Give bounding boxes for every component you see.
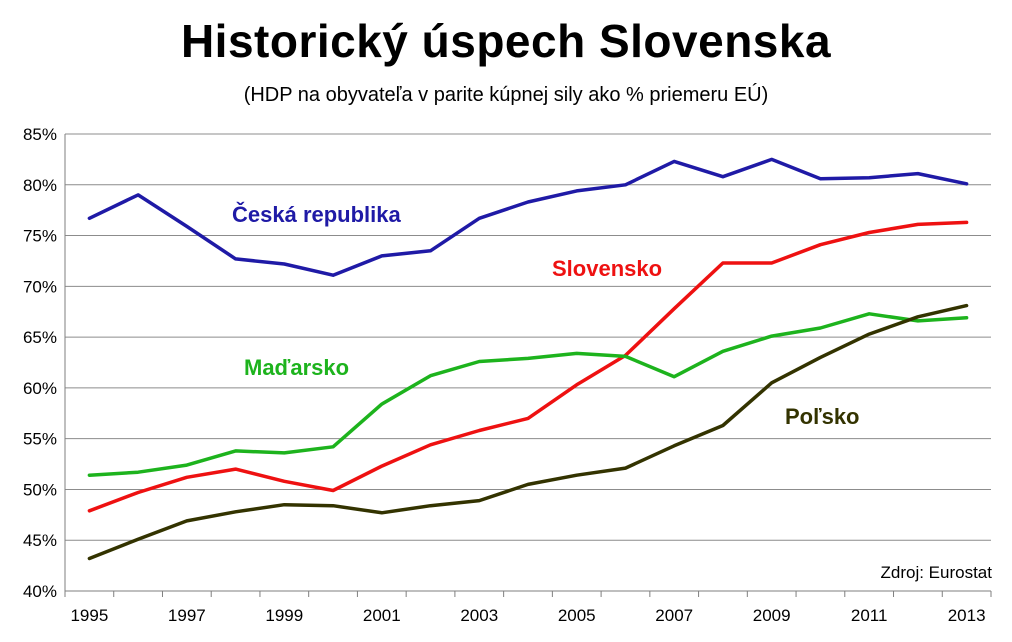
series-line-3 bbox=[87, 303, 969, 561]
grid-lines bbox=[64, 133, 991, 592]
series-line-2 bbox=[87, 312, 969, 477]
series-label-polsko: Poľsko bbox=[785, 404, 860, 429]
x-axis-ticks: 1995 1997 1999 2001 2003 2005 2007 2009 2011 2013 bbox=[64, 591, 992, 625]
chart-subtitle: (HDP na obyvateľa v parite kúpnej sily a… bbox=[243, 84, 769, 106]
y-tick-label: 40% bbox=[23, 582, 57, 601]
series-label-madarsko: Maďarsko bbox=[244, 355, 349, 380]
series-line-0 bbox=[87, 157, 969, 277]
x-tick-label: 2009 bbox=[753, 606, 791, 625]
y-tick-label: 70% bbox=[23, 277, 57, 296]
series-label-ceska-republika: Česká republika bbox=[232, 202, 402, 227]
x-tick-label: 1997 bbox=[168, 606, 206, 625]
y-tick-label: 75% bbox=[23, 227, 57, 246]
x-tick-label: 1995 bbox=[70, 606, 108, 625]
y-tick-label: 85% bbox=[23, 125, 57, 144]
x-tick-label: 2007 bbox=[655, 606, 693, 625]
y-tick-label: 80% bbox=[23, 176, 57, 195]
chart-title: Historický úspech Slovenska bbox=[180, 15, 832, 67]
x-tick-label: 2013 bbox=[948, 606, 986, 625]
series-lines bbox=[87, 157, 969, 561]
source-note: Zdroj: Eurostat bbox=[881, 563, 993, 582]
x-tick-label: 2001 bbox=[363, 606, 401, 625]
x-tick-label: 2011 bbox=[851, 606, 888, 625]
series-line-1 bbox=[87, 220, 969, 513]
y-tick-label: 50% bbox=[23, 480, 57, 499]
y-tick-label: 45% bbox=[23, 531, 57, 550]
y-tick-label: 65% bbox=[23, 328, 57, 347]
x-tick-label: 2003 bbox=[460, 606, 498, 625]
x-tick-label: 2005 bbox=[558, 606, 596, 625]
x-tick-label: 1999 bbox=[265, 606, 303, 625]
y-tick-label: 55% bbox=[23, 430, 57, 449]
y-axis-ticks: 85% 80% 75% 70% 65% 60% 55% 50% 45% 40% bbox=[23, 125, 57, 601]
series-label-slovensko: Slovensko bbox=[552, 256, 662, 281]
y-tick-label: 60% bbox=[23, 379, 57, 398]
